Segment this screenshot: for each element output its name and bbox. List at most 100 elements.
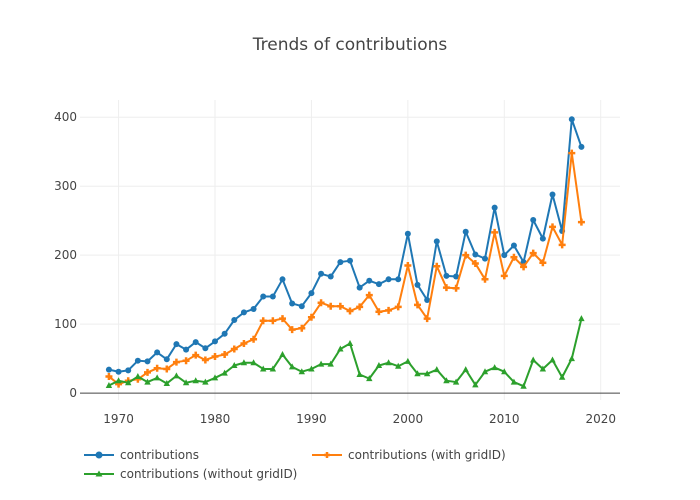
data-point[interactable] bbox=[404, 357, 412, 364]
data-point[interactable] bbox=[472, 381, 479, 388]
data-point[interactable] bbox=[346, 307, 354, 315]
data-point[interactable] bbox=[221, 330, 228, 337]
data-point[interactable] bbox=[356, 284, 363, 291]
data-point[interactable] bbox=[395, 362, 402, 369]
data-point[interactable] bbox=[462, 366, 469, 373]
data-point[interactable] bbox=[172, 358, 180, 366]
data-point[interactable] bbox=[510, 253, 518, 261]
data-point[interactable] bbox=[346, 339, 354, 346]
data-point[interactable] bbox=[269, 293, 276, 300]
data-point[interactable] bbox=[472, 251, 479, 258]
data-point[interactable] bbox=[298, 303, 305, 310]
data-point[interactable] bbox=[260, 293, 267, 300]
data-point[interactable] bbox=[539, 259, 547, 267]
data-point[interactable] bbox=[568, 355, 575, 362]
data-point[interactable] bbox=[250, 359, 257, 366]
data-point[interactable] bbox=[366, 375, 373, 382]
data-point[interactable] bbox=[337, 259, 344, 266]
data-point[interactable] bbox=[481, 275, 489, 283]
data-point[interactable] bbox=[501, 368, 508, 375]
data-point[interactable] bbox=[279, 315, 286, 323]
data-point[interactable] bbox=[298, 324, 306, 332]
data-point[interactable] bbox=[375, 362, 383, 369]
data-point[interactable] bbox=[462, 228, 469, 235]
data-point[interactable] bbox=[298, 368, 305, 375]
data-point[interactable] bbox=[221, 369, 228, 376]
data-point[interactable] bbox=[279, 276, 286, 283]
data-point[interactable] bbox=[356, 303, 364, 311]
data-point[interactable] bbox=[308, 290, 315, 297]
data-point[interactable] bbox=[385, 276, 392, 283]
data-point[interactable] bbox=[385, 306, 393, 314]
data-point[interactable] bbox=[568, 149, 576, 157]
data-point[interactable] bbox=[462, 251, 470, 259]
data-point[interactable] bbox=[394, 303, 402, 311]
data-point[interactable] bbox=[452, 378, 460, 385]
data-point[interactable] bbox=[442, 284, 450, 292]
data-point[interactable] bbox=[115, 377, 122, 384]
data-point[interactable] bbox=[279, 350, 286, 357]
data-point[interactable] bbox=[549, 356, 556, 363]
data-point[interactable] bbox=[240, 339, 248, 347]
data-point[interactable] bbox=[491, 204, 498, 211]
data-point[interactable] bbox=[530, 217, 537, 223]
data-point[interactable] bbox=[153, 364, 161, 372]
data-point[interactable] bbox=[578, 315, 585, 322]
legend-item-with-gridid[interactable]: contributions (with gridID) bbox=[312, 446, 506, 464]
data-point[interactable] bbox=[433, 366, 440, 373]
data-point[interactable] bbox=[201, 356, 209, 364]
data-point[interactable] bbox=[163, 356, 170, 363]
data-point[interactable] bbox=[182, 379, 190, 386]
data-point[interactable] bbox=[336, 302, 344, 310]
data-point[interactable] bbox=[307, 313, 315, 321]
data-point[interactable] bbox=[510, 242, 517, 249]
data-point[interactable] bbox=[144, 368, 151, 376]
data-point[interactable] bbox=[288, 363, 296, 370]
data-point[interactable] bbox=[153, 374, 161, 381]
data-point[interactable] bbox=[520, 382, 527, 389]
data-point[interactable] bbox=[549, 191, 556, 198]
data-point[interactable] bbox=[482, 255, 488, 262]
data-point[interactable] bbox=[250, 335, 258, 343]
data-point[interactable] bbox=[539, 235, 546, 242]
data-point[interactable] bbox=[240, 309, 247, 316]
data-point[interactable] bbox=[154, 349, 161, 356]
data-point[interactable] bbox=[163, 365, 171, 373]
data-point[interactable] bbox=[192, 339, 199, 346]
data-point[interactable] bbox=[558, 373, 566, 380]
data-point[interactable] bbox=[269, 317, 277, 325]
data-point[interactable] bbox=[452, 284, 460, 292]
data-point[interactable] bbox=[308, 365, 315, 372]
data-point[interactable] bbox=[501, 252, 508, 259]
data-point[interactable] bbox=[337, 345, 344, 352]
legend-item-contributions[interactable]: contributions bbox=[84, 446, 199, 464]
data-point[interactable] bbox=[510, 378, 518, 385]
data-point[interactable] bbox=[317, 360, 325, 367]
data-point[interactable] bbox=[577, 218, 585, 226]
data-point[interactable] bbox=[144, 358, 151, 365]
data-point[interactable] bbox=[211, 353, 219, 361]
data-point[interactable] bbox=[105, 366, 112, 373]
data-point[interactable] bbox=[385, 359, 392, 366]
data-point[interactable] bbox=[453, 273, 460, 280]
data-point[interactable] bbox=[471, 259, 479, 267]
data-point[interactable] bbox=[288, 326, 296, 334]
data-point[interactable] bbox=[578, 143, 585, 150]
data-point[interactable] bbox=[105, 373, 113, 381]
data-point[interactable] bbox=[327, 273, 334, 280]
data-point[interactable] bbox=[500, 272, 508, 280]
data-point[interactable] bbox=[231, 362, 238, 369]
data-point[interactable] bbox=[423, 315, 431, 323]
data-point[interactable] bbox=[230, 345, 238, 353]
data-point[interactable] bbox=[134, 357, 141, 364]
data-point[interactable] bbox=[192, 351, 200, 359]
data-point[interactable] bbox=[260, 365, 267, 372]
data-point[interactable] bbox=[212, 338, 218, 345]
data-point[interactable] bbox=[182, 357, 190, 365]
data-point[interactable] bbox=[414, 301, 421, 309]
data-point[interactable] bbox=[404, 230, 411, 237]
data-point[interactable] bbox=[211, 374, 219, 381]
data-point[interactable] bbox=[183, 346, 190, 353]
data-point[interactable] bbox=[491, 228, 499, 236]
data-point[interactable] bbox=[433, 262, 441, 270]
